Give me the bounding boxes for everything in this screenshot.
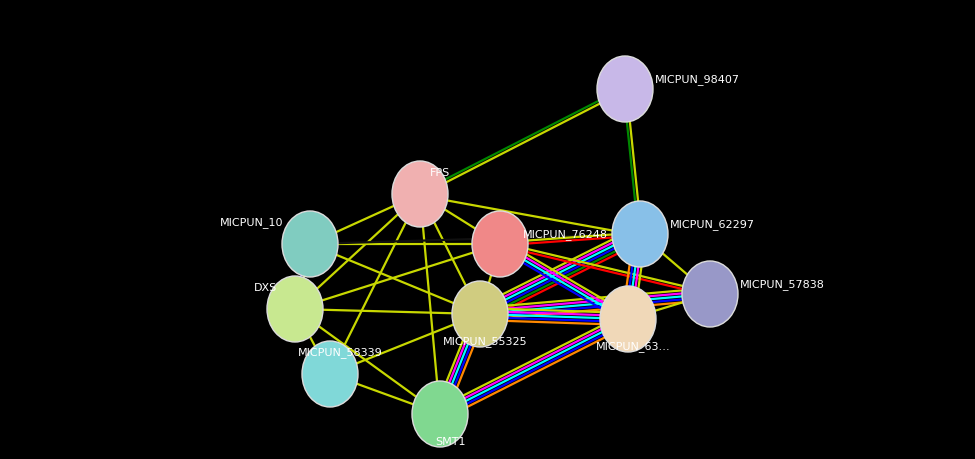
Text: FPS: FPS [430,168,450,178]
Ellipse shape [600,286,656,352]
Text: MICPUN_57838: MICPUN_57838 [740,279,825,290]
Ellipse shape [597,57,653,123]
Text: MICPUN_55325: MICPUN_55325 [443,336,527,347]
Ellipse shape [682,262,738,327]
Ellipse shape [472,212,528,277]
Text: DXS: DXS [254,282,277,292]
Text: MICPUN_98407: MICPUN_98407 [654,74,739,85]
Ellipse shape [452,281,508,347]
Text: MICPUN_10: MICPUN_10 [220,217,284,228]
Ellipse shape [612,202,668,268]
Ellipse shape [392,162,448,228]
Ellipse shape [412,381,468,447]
Ellipse shape [302,341,358,407]
Ellipse shape [267,276,323,342]
Text: SMT1: SMT1 [435,436,465,446]
Text: MICPUN_62297: MICPUN_62297 [670,219,755,230]
Text: MICPUN_63…: MICPUN_63… [596,341,671,352]
Ellipse shape [282,212,338,277]
Text: MICPUN_76248: MICPUN_76248 [523,229,607,240]
Text: MICPUN_58339: MICPUN_58339 [297,347,382,358]
